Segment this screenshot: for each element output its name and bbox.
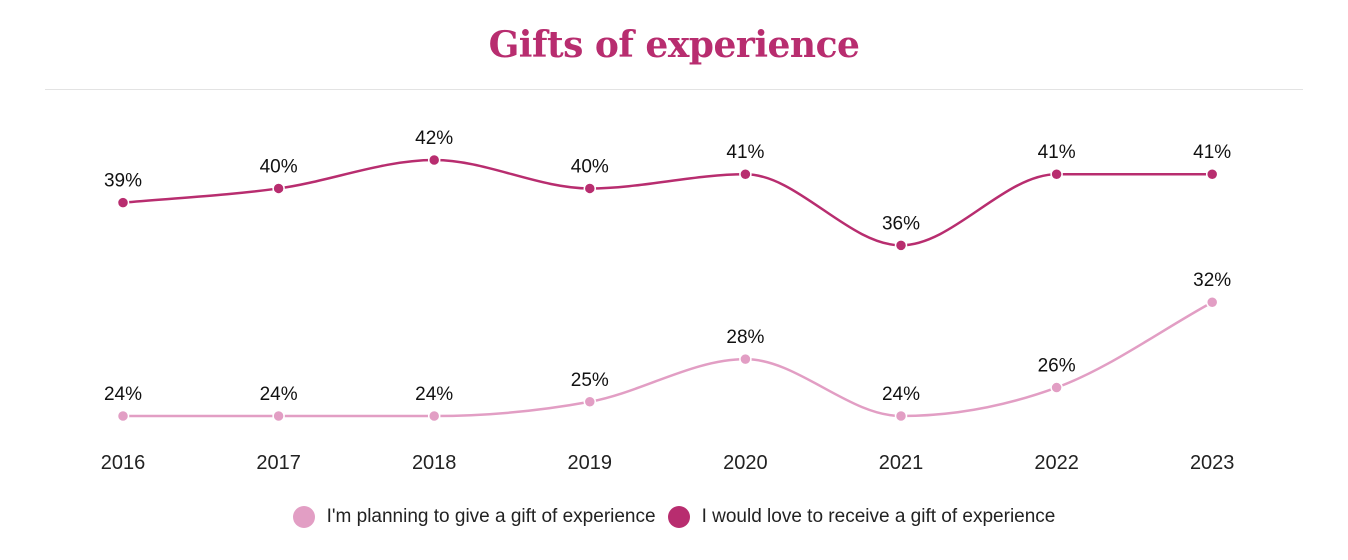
data-point-give-2023[interactable] (1205, 295, 1219, 309)
legend-label-give: I'm planning to give a gift of experienc… (326, 506, 656, 527)
data-point-receive-2019[interactable] (583, 182, 597, 195)
data-label-receive-2017: 40% (260, 156, 298, 177)
x-tick-label-2022: 2022 (1034, 452, 1079, 474)
data-point-give-2019[interactable] (583, 395, 597, 409)
data-label-give-2022: 26% (1038, 356, 1076, 377)
data-point-receive-2023[interactable] (1205, 167, 1219, 181)
data-label-give-2023: 32% (1193, 270, 1231, 291)
x-tick-label-2023: 2023 (1190, 452, 1235, 474)
x-tick-label-2016: 2016 (101, 452, 146, 474)
x-tick-label-2020: 2020 (723, 452, 768, 474)
data-label-give-2020: 28% (726, 327, 764, 348)
data-label-receive-2023: 41% (1193, 142, 1231, 163)
legend-label-receive: I would love to receive a gift of experi… (701, 506, 1056, 527)
data-point-give-2020[interactable] (739, 352, 752, 366)
data-point-give-2016[interactable] (116, 409, 130, 423)
legend-swatch-give (292, 506, 315, 528)
series-line-give (122, 301, 1213, 418)
data-point-give-2022[interactable] (1050, 381, 1063, 394)
data-label-receive-2016: 39% (104, 171, 142, 192)
series-line-receive (122, 158, 1213, 247)
data-point-receive-2018[interactable] (427, 153, 441, 167)
data-point-give-2017[interactable] (272, 409, 285, 423)
legend-swatch-receive (667, 506, 690, 528)
data-point-receive-2016[interactable] (116, 196, 130, 209)
data-point-receive-2021[interactable] (894, 239, 908, 252)
data-label-give-2018: 24% (415, 384, 453, 405)
data-point-receive-2022[interactable] (1050, 167, 1063, 181)
x-tick-label-2021: 2021 (879, 452, 924, 474)
title-divider (45, 89, 1303, 90)
data-label-give-2016: 24% (104, 384, 142, 405)
data-label-receive-2018: 42% (415, 128, 453, 149)
data-label-give-2019: 25% (571, 370, 609, 391)
data-point-receive-2017[interactable] (272, 182, 285, 195)
x-tick-label-2018: 2018 (412, 452, 457, 474)
legend: I'm planning to give a gift of experienc… (0, 506, 1348, 528)
data-label-give-2021: 24% (882, 384, 920, 405)
data-label-give-2017: 24% (260, 384, 298, 405)
line-chart: 24% 24% 24% 25% 28% 24% 26% 32% 39% 40% 42% 40% 41% 3… (101, 128, 1235, 474)
chart-title: Gifts of experience (488, 24, 860, 66)
data-label-receive-2020: 41% (726, 142, 764, 163)
data-label-receive-2019: 40% (571, 156, 609, 177)
data-label-receive-2022: 41% (1038, 142, 1076, 163)
data-point-receive-2020[interactable] (739, 167, 752, 181)
x-tick-label-2017: 2017 (256, 452, 301, 474)
legend-item-receive[interactable]: I would love to receive a gift of experi… (667, 506, 1056, 528)
x-tick-label-2019: 2019 (568, 452, 613, 474)
data-label-receive-2021: 36% (882, 213, 920, 234)
data-point-give-2021[interactable] (894, 409, 908, 423)
legend-item-give[interactable]: I'm planning to give a gift of experienc… (292, 506, 656, 528)
data-point-give-2018[interactable] (427, 409, 441, 423)
